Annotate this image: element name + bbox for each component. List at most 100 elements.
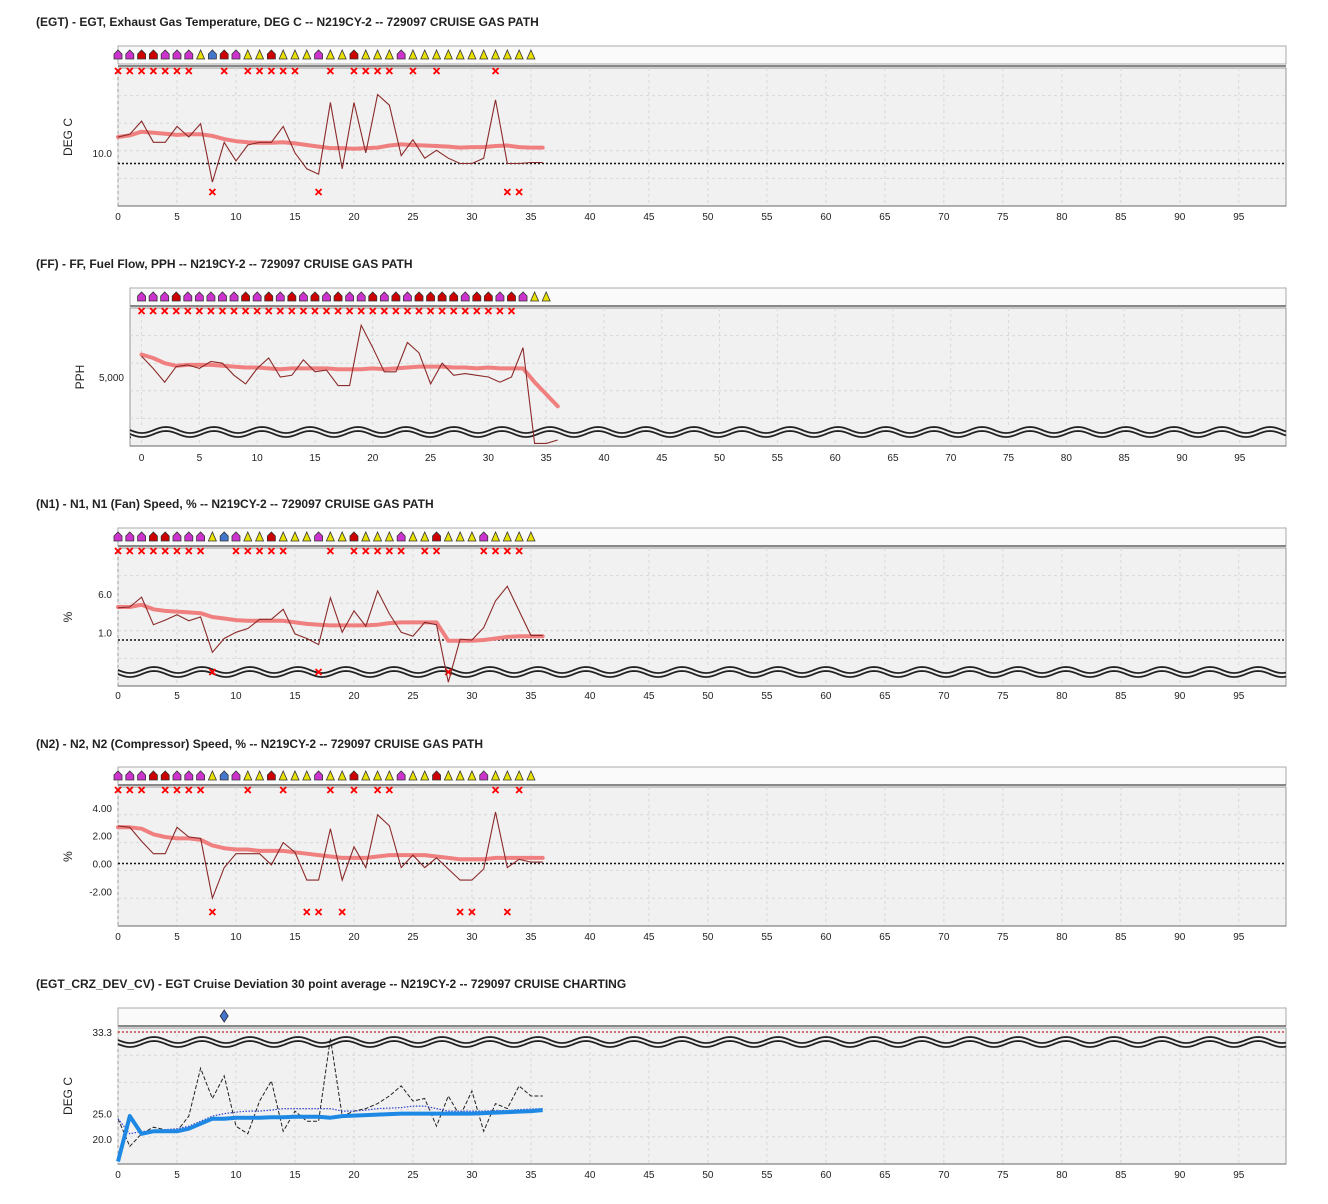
axis-break-top-0: [117, 1036, 1287, 1044]
flag-top: [484, 307, 492, 315]
event-marker: [467, 49, 477, 60]
event-marker: [455, 531, 465, 542]
x-tick-label: 75: [997, 212, 1009, 223]
event-marker: [196, 770, 205, 781]
flag-top: [491, 786, 500, 794]
x-tick-label: 85: [1115, 212, 1127, 223]
event-marker: [541, 291, 551, 302]
event-marker: [337, 49, 347, 60]
x-tick-label: 15: [289, 1170, 301, 1181]
x-tick-label: 60: [820, 212, 832, 223]
x-tick-label: 45: [656, 453, 668, 464]
flag-top: [380, 307, 388, 315]
series-trend: [139, 352, 560, 409]
x-tick-label: 10: [230, 212, 242, 223]
flag-top: [385, 547, 393, 555]
flag-top: [184, 307, 192, 315]
event-marker: [310, 291, 320, 302]
y-tick-label: 2.00: [93, 832, 113, 843]
flag-top: [218, 307, 227, 315]
flag-top: [357, 307, 365, 315]
flag-top: [185, 786, 193, 794]
event-marker: [183, 291, 193, 302]
x-tick-label: 80: [1056, 212, 1068, 223]
panel-title: (N1) - N1, N1 (Fan) Speed, % -- N219CY-2…: [36, 497, 434, 511]
series-30pt-average: [116, 1108, 543, 1163]
flag-top: [196, 786, 205, 794]
event-marker: [314, 531, 323, 542]
event-marker: [396, 770, 406, 781]
event-marker: [243, 49, 253, 60]
flag-top: [244, 67, 252, 75]
x-tick-label: 70: [938, 1170, 950, 1181]
flag-top: [397, 547, 405, 555]
x-tick-label: 55: [772, 453, 784, 464]
event-marker: [137, 531, 146, 542]
flag-top: [255, 547, 264, 555]
flag-top: [137, 786, 146, 794]
event-marker: [231, 531, 241, 542]
x-tick-label: 55: [761, 212, 773, 223]
event-marker: [349, 770, 359, 781]
x-tick-label: 0: [115, 1170, 121, 1181]
flag-top: [149, 547, 158, 555]
axis-break-1: [117, 670, 1287, 678]
event-marker: [125, 770, 135, 781]
panel-title: (EGT_CRZ_DEV_CV) - EGT Cruise Deviation …: [36, 977, 626, 991]
flag-top: [326, 67, 335, 75]
x-tick-label: 70: [945, 453, 957, 464]
event-marker: [264, 291, 274, 302]
event-marker: [278, 49, 288, 60]
event-marker: [526, 49, 536, 60]
flag-top: [311, 307, 319, 315]
flag-top: [161, 547, 169, 555]
event-marker: [148, 770, 158, 781]
flag-top: [126, 67, 134, 75]
x-tick-label: 80: [1056, 1170, 1068, 1181]
event-marker: [231, 770, 241, 781]
x-tick-label: 70: [938, 212, 950, 223]
flag-bottom: [515, 188, 523, 196]
event-marker: [207, 49, 217, 60]
event-marker: [299, 291, 308, 302]
y-axis-label: %: [61, 611, 75, 622]
flag-top: [346, 307, 354, 315]
flag-top: [161, 786, 169, 794]
flag-top: [137, 67, 146, 75]
y-tick-label: 10.0: [93, 149, 113, 160]
flag-top: [322, 307, 331, 315]
flag-top: [267, 547, 276, 555]
flag-top: [279, 786, 287, 794]
x-tick-label: 95: [1233, 932, 1245, 943]
event-marker: [408, 770, 418, 781]
x-tick-label: 65: [879, 691, 891, 702]
event-marker: [490, 49, 501, 60]
flag-top: [126, 547, 134, 555]
event-marker: [483, 291, 493, 302]
event-marker: [184, 531, 194, 542]
flag-top: [299, 307, 308, 315]
flag-bottom: [314, 188, 323, 196]
x-tick-label: 40: [584, 932, 596, 943]
y-tick-label: 25.0: [93, 1110, 113, 1121]
x-tick-label: 55: [761, 1170, 773, 1181]
flag-bottom: [338, 908, 346, 916]
x-tick-label: 90: [1174, 1170, 1186, 1181]
flag-top: [415, 307, 423, 315]
flag-top: [473, 307, 481, 315]
event-marker: [384, 770, 394, 781]
flag-top: [350, 547, 358, 555]
event-marker: [172, 770, 182, 781]
flag-top: [496, 307, 504, 315]
event-marker: [184, 49, 194, 60]
panel-title: (EGT) - EGT, Exhaust Gas Temperature, DE…: [36, 15, 539, 29]
x-tick-label: 95: [1233, 1170, 1245, 1181]
event-marker: [432, 770, 441, 781]
x-tick-label: 30: [466, 691, 478, 702]
x-tick-label: 50: [702, 212, 714, 223]
event-marker: [148, 531, 158, 542]
x-tick-label: 10: [230, 1170, 242, 1181]
x-tick-label: 85: [1115, 691, 1127, 702]
flag-top: [426, 307, 435, 315]
event-marker: [314, 49, 323, 60]
